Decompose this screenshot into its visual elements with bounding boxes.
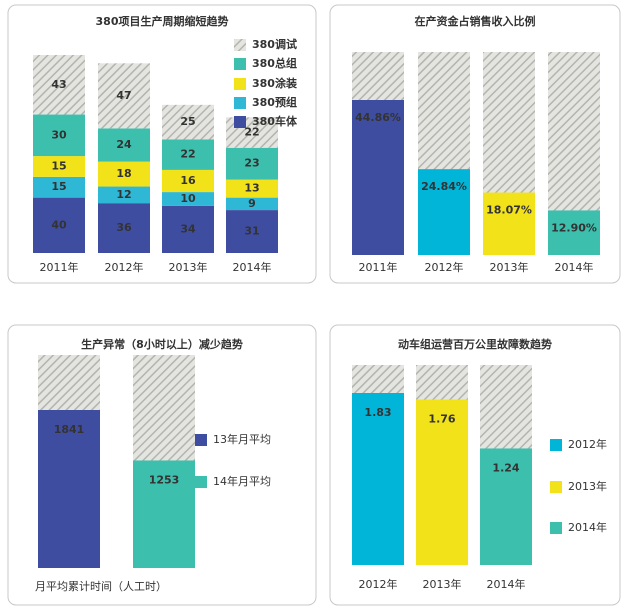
bar-segment <box>162 139 214 170</box>
x-tick-label: 2014年 <box>555 260 594 274</box>
data-label: 10 <box>180 192 196 205</box>
data-label: 18.07% <box>486 204 532 217</box>
data-label: 30 <box>51 128 67 141</box>
legend-swatch <box>234 39 246 51</box>
bar <box>480 448 532 565</box>
chart-title: 在产资金占销售收入比例 <box>415 14 536 28</box>
x-tick-label: 2014年 <box>233 260 272 274</box>
data-label: 16 <box>180 174 196 187</box>
bar-segment <box>33 156 85 177</box>
x-axis-label: 月平均累计时间（人工时） <box>35 580 167 593</box>
chart-title: 动车组运营百万公里故障数趋势 <box>398 337 552 351</box>
bar <box>548 210 600 255</box>
legend-swatch <box>234 78 246 90</box>
data-label: 31 <box>244 225 259 238</box>
legend-label: 14年月平均 <box>213 474 271 488</box>
bar <box>418 169 470 255</box>
x-tick-label: 2011年 <box>359 260 398 274</box>
data-label: 22 <box>180 148 195 161</box>
legend-swatch <box>234 97 246 109</box>
bar-segment <box>98 128 150 162</box>
data-label: 1.83 <box>364 406 391 419</box>
data-label: 1.76 <box>428 413 455 426</box>
x-tick-label: 2013年 <box>423 577 462 591</box>
bar-segment <box>33 197 85 253</box>
panel <box>7 4 317 284</box>
bar-segment <box>226 147 278 180</box>
x-tick-label: 2013年 <box>169 260 208 274</box>
bar <box>352 100 404 255</box>
chart-title: 380项目生产周期缩短趋势 <box>96 14 229 28</box>
data-label: 34 <box>180 222 196 235</box>
legend-label: 13年月平均 <box>213 432 271 446</box>
x-tick-label: 2011年 <box>40 260 79 274</box>
data-label: 44.86% <box>355 111 401 124</box>
legend-swatch <box>550 522 562 534</box>
data-label: 40 <box>51 218 67 231</box>
bar-segment <box>162 205 214 253</box>
panel <box>7 324 317 606</box>
data-label: 12 <box>116 188 131 201</box>
data-label: 15 <box>51 159 66 172</box>
bar <box>352 393 404 565</box>
bar-segment <box>98 203 150 253</box>
data-label: 24 <box>116 138 132 151</box>
legend-label: 2013年 <box>568 479 607 493</box>
bar-segment <box>33 114 85 157</box>
data-label: 12.90% <box>551 221 597 234</box>
data-label: 23 <box>244 157 259 170</box>
bar-segment <box>162 169 214 193</box>
panel <box>329 324 621 606</box>
data-label: 18 <box>116 167 131 180</box>
legend-swatch <box>195 434 207 446</box>
data-label: 47 <box>116 89 131 102</box>
bar-segment <box>162 104 214 140</box>
bar <box>38 410 100 568</box>
bar-segment <box>226 179 278 198</box>
data-label: 13 <box>244 182 259 195</box>
data-label: 1253 <box>149 473 180 486</box>
legend-label: 380总组 <box>252 56 297 70</box>
legend-swatch <box>550 481 562 493</box>
x-tick-label: 2013年 <box>490 260 529 274</box>
x-tick-label: 2014年 <box>487 577 526 591</box>
bar-segment <box>33 176 85 198</box>
data-label: 43 <box>51 78 66 91</box>
legend-label: 2014年 <box>568 520 607 534</box>
chart-title: 生产异常（8小时以上）减少趋势 <box>81 337 243 351</box>
legend-label: 2012年 <box>568 437 607 451</box>
x-tick-label: 2012年 <box>359 577 398 591</box>
legend-label: 380涂装 <box>252 76 297 90</box>
x-tick-label: 2012年 <box>425 260 464 274</box>
legend-swatch <box>195 476 207 488</box>
data-label: 36 <box>116 221 132 234</box>
bar-segment <box>98 161 150 187</box>
data-label: 1841 <box>54 423 85 436</box>
data-label: 22 <box>244 126 259 139</box>
data-label: 15 <box>51 180 66 193</box>
panel <box>329 4 621 284</box>
bar-segment <box>98 63 150 129</box>
data-label: 25 <box>180 115 195 128</box>
x-tick-label: 2012年 <box>105 260 144 274</box>
data-label: 9 <box>248 197 256 210</box>
bar-segment <box>33 55 85 115</box>
legend-label: 380预组 <box>252 95 297 109</box>
bar-segment <box>162 192 214 206</box>
bar-segment <box>226 197 278 211</box>
legend-label: 380调试 <box>252 37 297 51</box>
data-label: 1.24 <box>492 461 519 474</box>
bar <box>133 460 195 568</box>
legend-swatch <box>550 439 562 451</box>
data-label: 24.84% <box>421 180 467 193</box>
legend-label: 380车体 <box>252 114 298 128</box>
legend-swatch <box>234 116 246 128</box>
bar-segment <box>226 210 278 253</box>
bar-segment <box>98 186 150 204</box>
bar <box>483 192 535 255</box>
legend-swatch <box>234 58 246 70</box>
bar <box>416 399 468 565</box>
